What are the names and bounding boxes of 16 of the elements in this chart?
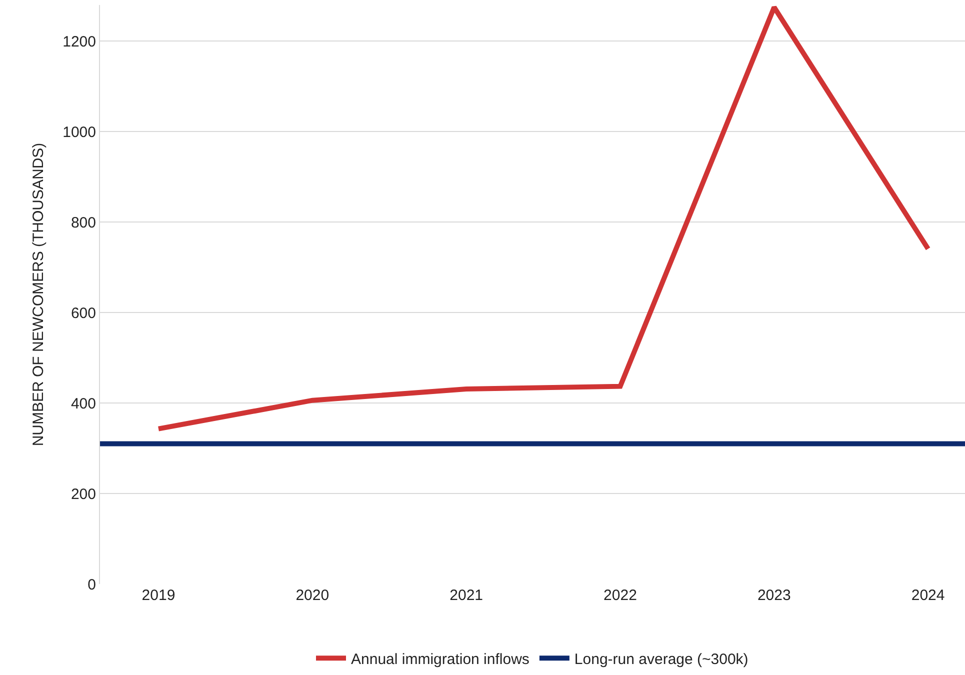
- x-tick-label: 2021: [450, 587, 484, 604]
- x-tick-label: 2019: [142, 587, 176, 604]
- y-axis-title: NUMBER OF NEWCOMERS (THOUSANDS): [30, 142, 47, 446]
- y-tick-label: 1000: [62, 124, 96, 141]
- x-tick-label: 2023: [757, 587, 791, 604]
- y-tick-label: 400: [70, 395, 96, 412]
- y-tick-label: 1200: [62, 33, 96, 50]
- x-tick-label: 2020: [296, 587, 330, 604]
- x-tick-label: 2022: [604, 587, 637, 604]
- legend-label: Annual immigration inflows: [351, 651, 530, 668]
- y-tick-label: 0: [88, 576, 96, 594]
- legend-label: Long-run average (~300k): [574, 651, 748, 668]
- x-tick-label: 2024: [911, 587, 945, 604]
- y-tick-label: 800: [70, 214, 96, 232]
- y-tick-label: 200: [70, 486, 96, 503]
- y-tick-label: 600: [70, 304, 96, 322]
